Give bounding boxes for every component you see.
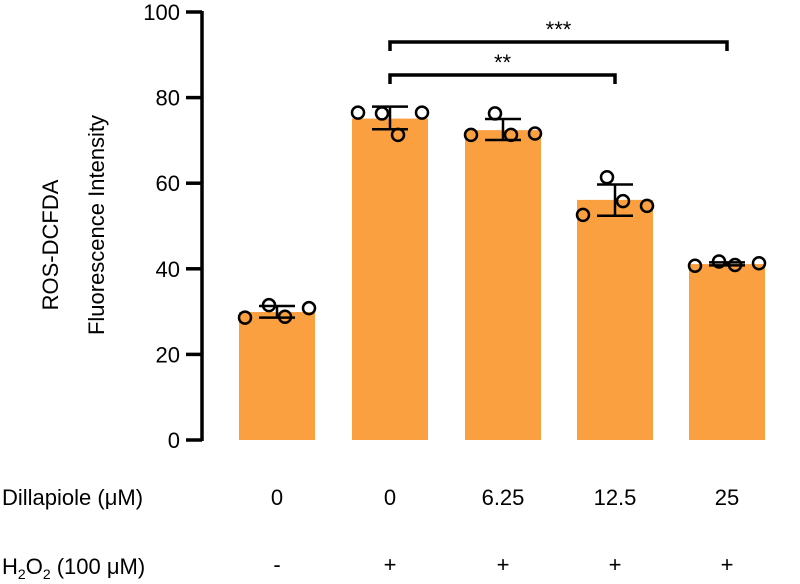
y-tick-label: 60 xyxy=(156,171,180,196)
data-point xyxy=(277,309,293,324)
data-point xyxy=(527,126,543,141)
bar xyxy=(465,130,541,441)
data-point xyxy=(575,207,591,223)
data-point xyxy=(711,254,727,269)
h2o2-row-label: H2O2 (100 μM) xyxy=(2,554,145,579)
y-tick-label: 40 xyxy=(156,257,180,282)
data-point xyxy=(687,258,703,274)
dillapiole-row-label: Dillapiole (μM) xyxy=(2,485,143,510)
data-point xyxy=(503,127,519,143)
data-point xyxy=(390,127,406,143)
y-tick-label: 20 xyxy=(156,342,180,367)
h2o2-value: + xyxy=(384,552,397,577)
data-point xyxy=(615,193,631,209)
data-point xyxy=(350,105,366,120)
bar xyxy=(577,199,653,440)
dillapiole-value: 6.25 xyxy=(482,485,525,510)
h2o2-value: - xyxy=(273,552,280,577)
y-axis-label-line1: ROS-DCFDA xyxy=(38,179,63,310)
data-point xyxy=(414,105,430,120)
dillapiole-value: 0 xyxy=(384,485,396,510)
data-point xyxy=(463,127,479,143)
data-point xyxy=(374,106,390,121)
h2o2-value: + xyxy=(609,552,622,577)
dillapiole-value: 25 xyxy=(715,485,739,510)
data-point xyxy=(599,169,615,185)
significance-label: ** xyxy=(494,50,512,75)
y-axis-label-line2: Fluorescence Intensity xyxy=(84,115,109,335)
h2o2-value: + xyxy=(497,552,510,577)
data-point xyxy=(487,106,503,121)
h2o2-value: + xyxy=(721,552,734,577)
y-tick-label: 0 xyxy=(168,428,180,453)
significance-label: *** xyxy=(546,17,572,42)
bar xyxy=(689,264,765,440)
y-tick-label: 100 xyxy=(143,0,180,25)
dillapiole-value: 0 xyxy=(271,485,283,510)
bar xyxy=(352,118,428,441)
data-point xyxy=(261,297,277,313)
significance-bracket xyxy=(388,40,729,51)
data-point xyxy=(301,300,317,316)
y-tick-label: 80 xyxy=(156,86,180,111)
dillapiole-value: 12.5 xyxy=(594,485,637,510)
data-point xyxy=(639,198,655,214)
significance-bracket xyxy=(388,73,617,84)
data-point xyxy=(237,310,253,325)
data-point xyxy=(727,257,743,273)
bar xyxy=(239,312,315,440)
data-point xyxy=(751,255,767,271)
